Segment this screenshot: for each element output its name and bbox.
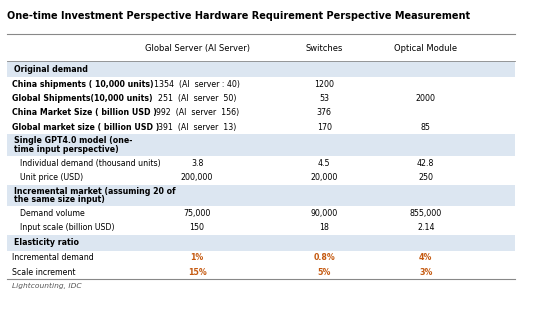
Bar: [7, 235, 515, 251]
Text: 2.14: 2.14: [417, 223, 434, 232]
Bar: [7, 135, 515, 156]
Text: 170: 170: [316, 123, 331, 132]
Text: Global market size ( billion USD ): Global market size ( billion USD ): [12, 123, 159, 132]
Text: China shipments ( 10,000 units): China shipments ( 10,000 units): [12, 80, 153, 89]
Text: 85: 85: [421, 123, 431, 132]
Text: Optical Module: Optical Module: [394, 44, 457, 53]
Text: 391  (AI  server  13): 391 (AI server 13): [158, 123, 236, 132]
Text: Incremental demand: Incremental demand: [12, 253, 94, 262]
Text: China Market Size ( billion USD ): China Market Size ( billion USD ): [12, 108, 157, 117]
Text: 1%: 1%: [190, 253, 204, 262]
Text: 200,000: 200,000: [181, 173, 213, 182]
Text: 18: 18: [319, 223, 329, 232]
Text: 855,000: 855,000: [409, 209, 442, 218]
Text: Lightcounting, IDC: Lightcounting, IDC: [12, 283, 81, 289]
Text: 2000: 2000: [416, 94, 436, 103]
Text: the same size input): the same size input): [14, 195, 105, 204]
Text: 5%: 5%: [317, 268, 331, 277]
Text: 42.8: 42.8: [417, 159, 434, 168]
Text: 3%: 3%: [419, 268, 432, 277]
Text: 3.8: 3.8: [191, 159, 203, 168]
Text: 1354  (AI  server : 40): 1354 (AI server : 40): [154, 80, 240, 89]
Text: 250: 250: [418, 173, 433, 182]
Text: 0.8%: 0.8%: [313, 253, 335, 262]
Text: Switches: Switches: [305, 44, 343, 53]
Text: Elasticity ratio: Elasticity ratio: [14, 238, 79, 247]
Text: Individual demand (thousand units): Individual demand (thousand units): [19, 159, 160, 168]
Text: 15%: 15%: [188, 268, 207, 277]
Text: Unit price (USD): Unit price (USD): [19, 173, 82, 182]
Text: 75,000: 75,000: [183, 209, 211, 218]
Text: 992  (AI  server  156): 992 (AI server 156): [155, 108, 238, 117]
Bar: [7, 185, 515, 206]
Text: Scale increment: Scale increment: [12, 268, 75, 277]
Text: 4.5: 4.5: [318, 159, 330, 168]
Text: Demand volume: Demand volume: [19, 209, 84, 218]
Text: Original demand: Original demand: [14, 65, 88, 74]
Text: 376: 376: [316, 108, 331, 117]
Bar: [7, 61, 515, 77]
Text: Incremental market (assuming 20 of: Incremental market (assuming 20 of: [14, 187, 176, 196]
Text: One-time Investment Perspective Hardware Requirement Perspective Measurement: One-time Investment Perspective Hardware…: [7, 11, 470, 20]
Text: 90,000: 90,000: [310, 209, 338, 218]
Text: time input perspective): time input perspective): [14, 145, 119, 154]
Text: Input scale (billion USD): Input scale (billion USD): [19, 223, 114, 232]
Text: 20,000: 20,000: [310, 173, 338, 182]
Text: 4%: 4%: [419, 253, 432, 262]
Text: 150: 150: [189, 223, 204, 232]
Text: 53: 53: [319, 94, 329, 103]
Text: 1200: 1200: [314, 80, 334, 89]
Text: Global Server (AI Server): Global Server (AI Server): [145, 44, 250, 53]
Text: Single GPT4.0 model (one-: Single GPT4.0 model (one-: [14, 136, 133, 145]
Text: Global Shipments(10,000 units): Global Shipments(10,000 units): [12, 94, 152, 103]
Text: 251  (AI  server  50): 251 (AI server 50): [158, 94, 236, 103]
